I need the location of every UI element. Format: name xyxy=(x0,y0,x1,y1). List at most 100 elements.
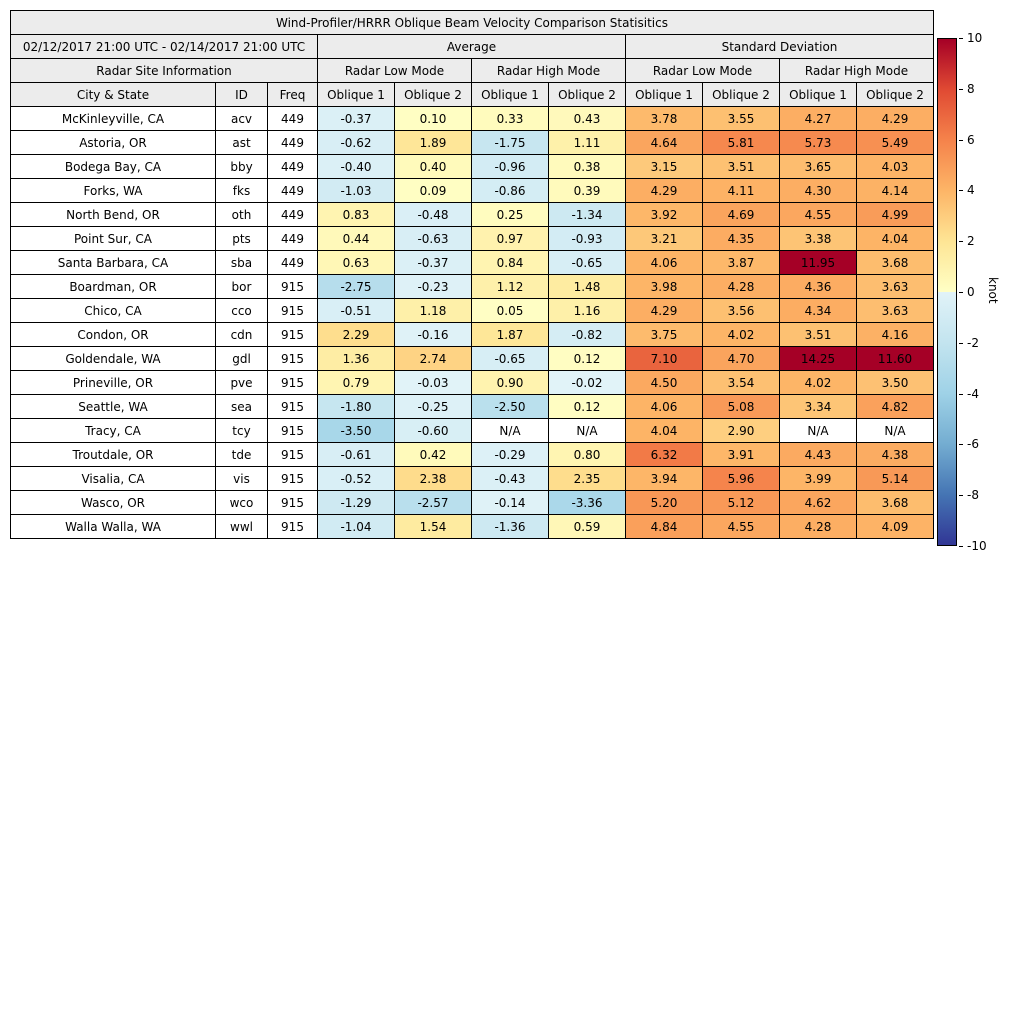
table-title: Wind-Profiler/HRRR Oblique Beam Velocity… xyxy=(10,10,934,35)
tick-label: -4 xyxy=(967,386,979,401)
value-cell: 4.04 xyxy=(856,226,934,251)
value-cell: 4.55 xyxy=(779,202,857,227)
value-cell: 3.55 xyxy=(702,106,780,131)
freq-cell: 915 xyxy=(267,274,318,299)
city-cell: Troutdale, OR xyxy=(10,442,216,467)
table-row: Tracy, CA tcy 915 -3.50 -0.60 N/A N/A 4.04 2.90 N… xyxy=(10,418,934,443)
value-cell: 0.43 xyxy=(548,106,626,131)
value-cell: 4.02 xyxy=(779,370,857,395)
site-info-header: Radar Site Information xyxy=(10,58,318,83)
freq-cell: 915 xyxy=(267,322,318,347)
tick-label: -6 xyxy=(967,437,979,452)
value-cell: 14.25 xyxy=(779,346,857,371)
city-cell: Astoria, OR xyxy=(10,130,216,155)
value-cell: 3.68 xyxy=(856,490,934,515)
title-row: Wind-Profiler/HRRR Oblique Beam Velocity… xyxy=(10,10,934,35)
value-cell: N/A xyxy=(471,418,549,443)
value-cell: -0.52 xyxy=(317,466,395,491)
value-cell: 2.38 xyxy=(394,466,472,491)
value-cell: 7.10 xyxy=(625,346,703,371)
site-id-cell: wco xyxy=(215,490,268,515)
tick-mark xyxy=(959,495,963,497)
site-id-cell: sba xyxy=(215,250,268,275)
value-cell: 4.55 xyxy=(702,514,780,539)
value-cell: 11.95 xyxy=(779,250,857,275)
value-cell: 3.78 xyxy=(625,106,703,131)
tick-mark xyxy=(959,190,963,192)
value-cell: 0.59 xyxy=(548,514,626,539)
value-cell: 2.90 xyxy=(702,418,780,443)
freq-cell: 915 xyxy=(267,442,318,467)
oblique2-column-header: Oblique 2 xyxy=(394,82,472,107)
value-cell: 4.06 xyxy=(625,394,703,419)
city-cell: Boardman, OR xyxy=(10,274,216,299)
oblique2-column-header: Oblique 2 xyxy=(856,82,934,107)
value-cell: -3.36 xyxy=(548,490,626,515)
value-cell: 0.97 xyxy=(471,226,549,251)
tick-label: -10 xyxy=(967,539,987,553)
site-id-cell: tcy xyxy=(215,418,268,443)
period-header: 02/12/2017 21:00 UTC - 02/14/2017 21:00 … xyxy=(10,34,318,59)
freq-cell: 915 xyxy=(267,418,318,443)
value-cell: -1.80 xyxy=(317,394,395,419)
tick-mark xyxy=(959,393,963,395)
value-cell: 0.44 xyxy=(317,226,395,251)
value-cell: 1.89 xyxy=(394,130,472,155)
value-cell: 4.35 xyxy=(702,226,780,251)
value-cell: 3.91 xyxy=(702,442,780,467)
table-row: Santa Barbara, CA sba 449 0.63 -0.37 0.84 -0.6… xyxy=(10,250,934,275)
colorbar-label: knot xyxy=(986,277,1000,304)
value-cell: 4.29 xyxy=(625,178,703,203)
tick-mark xyxy=(959,38,963,39)
value-cell: 0.33 xyxy=(471,106,549,131)
site-id-cell: pve xyxy=(215,370,268,395)
freq-cell: 449 xyxy=(267,106,318,131)
value-cell: -0.48 xyxy=(394,202,472,227)
value-cell: 4.16 xyxy=(856,322,934,347)
value-cell: 1.36 xyxy=(317,346,395,371)
value-cell: 0.83 xyxy=(317,202,395,227)
city-cell: North Bend, OR xyxy=(10,202,216,227)
value-cell: 0.10 xyxy=(394,106,472,131)
avg-low-mode-header: Radar Low Mode xyxy=(317,58,472,83)
freq-cell: 449 xyxy=(267,202,318,227)
value-cell: 3.65 xyxy=(779,154,857,179)
value-cell: 1.54 xyxy=(394,514,472,539)
std-low-mode-header: Radar Low Mode xyxy=(625,58,780,83)
city-cell: Visalia, CA xyxy=(10,466,216,491)
freq-cell: 915 xyxy=(267,514,318,539)
site-id-cell: oth xyxy=(215,202,268,227)
value-cell: 0.12 xyxy=(548,346,626,371)
value-cell: 4.34 xyxy=(779,298,857,323)
value-cell: 0.25 xyxy=(471,202,549,227)
site-id-cell: bor xyxy=(215,274,268,299)
city-cell: Point Sur, CA xyxy=(10,226,216,251)
freq-cell: 449 xyxy=(267,250,318,275)
value-cell: 4.28 xyxy=(702,274,780,299)
value-cell: 3.99 xyxy=(779,466,857,491)
value-cell: 4.14 xyxy=(856,178,934,203)
value-cell: -1.03 xyxy=(317,178,395,203)
freq-column-header: Freq xyxy=(267,82,318,107)
tick-mark xyxy=(959,342,963,344)
mode-header-row: Radar Site Information Radar Low Mode Ra… xyxy=(10,58,934,83)
table-row: Bodega Bay, CA bby 449 -0.40 0.40 -0.96 0.38 3.… xyxy=(10,154,934,179)
city-cell: Tracy, CA xyxy=(10,418,216,443)
value-cell: 3.75 xyxy=(625,322,703,347)
city-cell: Chico, CA xyxy=(10,298,216,323)
value-cell: 0.09 xyxy=(394,178,472,203)
std-high-mode-header: Radar High Mode xyxy=(779,58,934,83)
std-dev-group-header: Standard Deviation xyxy=(625,34,934,59)
tick-label: -2 xyxy=(967,335,979,350)
value-cell: -0.96 xyxy=(471,154,549,179)
value-cell: 2.74 xyxy=(394,346,472,371)
value-cell: -1.36 xyxy=(471,514,549,539)
tick-mark xyxy=(959,88,963,90)
freq-cell: 449 xyxy=(267,178,318,203)
table-row: Wasco, OR wco 915 -1.29 -2.57 -0.14 -3.36 5.20 5… xyxy=(10,490,934,515)
city-cell: Forks, WA xyxy=(10,178,216,203)
value-cell: 0.80 xyxy=(548,442,626,467)
freq-cell: 449 xyxy=(267,226,318,251)
city-cell: Prineville, OR xyxy=(10,370,216,395)
